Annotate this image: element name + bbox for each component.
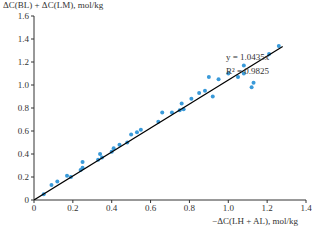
- svg-text:1.2: 1.2: [262, 203, 273, 213]
- svg-text:0.8: 0.8: [18, 103, 30, 113]
- svg-text:0.4: 0.4: [106, 203, 118, 213]
- svg-text:0.4: 0.4: [18, 149, 30, 159]
- svg-text:1.4: 1.4: [18, 34, 30, 44]
- svg-text:1.0: 1.0: [18, 80, 30, 90]
- html-text:ΔC(BL) + ΔC(LM), mol/kg: ΔC(BL) + ΔC(LM), mol/kg: [3, 0, 104, 10]
- html-text:−ΔC(LH + AL), mol/kg: −ΔC(LH + AL), mol/kg: [212, 216, 298, 226]
- svg-text:0: 0: [32, 203, 37, 213]
- svg-text:0.6: 0.6: [145, 203, 157, 213]
- html-text:R² = 0.9825: R² = 0.9825: [226, 66, 269, 76]
- svg-text:1.0: 1.0: [223, 203, 235, 213]
- svg-text:0.6: 0.6: [18, 126, 30, 136]
- html-text:y = 1.0435x: y = 1.0435x: [226, 52, 270, 62]
- svg-text:0: 0: [25, 195, 30, 205]
- svg-text:1.6: 1.6: [18, 11, 30, 21]
- svg-text:0.2: 0.2: [18, 172, 29, 182]
- svg-text:0.2: 0.2: [67, 203, 78, 213]
- svg-text:0.8: 0.8: [184, 203, 196, 213]
- svg-text:1.4: 1.4: [300, 203, 304, 213]
- svg-text:1.2: 1.2: [18, 57, 29, 67]
